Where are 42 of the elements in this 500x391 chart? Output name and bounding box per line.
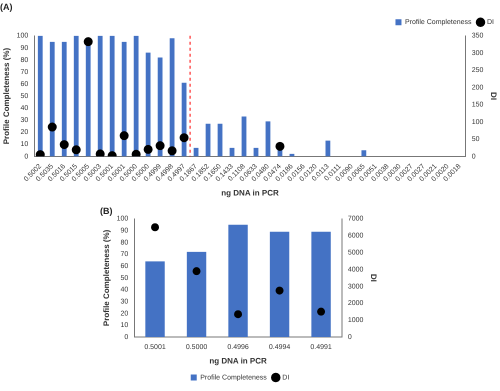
point [156, 141, 165, 150]
point [96, 149, 105, 156]
point [120, 131, 129, 140]
y-axis-title: Profile Completeness (%) [102, 229, 112, 326]
point [180, 133, 189, 142]
y2-axis-title: DI [368, 274, 378, 282]
bar [186, 252, 206, 337]
bar [145, 261, 165, 337]
y2-axis-title: DI [488, 92, 498, 100]
point [151, 223, 160, 232]
chart-title: (B) [100, 206, 112, 216]
point [317, 308, 326, 316]
bar [228, 224, 248, 337]
chart-title: (A) [0, 2, 12, 12]
bar [158, 57, 163, 156]
bar [326, 140, 330, 156]
bar [266, 121, 270, 156]
y-axis-title: Profile Completeness (%) [2, 47, 12, 144]
bar [146, 52, 151, 156]
point [60, 140, 69, 150]
bar [270, 232, 290, 337]
point [168, 146, 177, 156]
bar [170, 38, 174, 156]
bar [230, 148, 234, 156]
point [84, 37, 93, 46]
point [48, 122, 57, 132]
point [72, 145, 81, 154]
bar [194, 148, 198, 156]
point [144, 144, 153, 154]
bar [242, 116, 246, 156]
bar [218, 124, 222, 156]
x-axis-title: ng DNA in PCR [221, 188, 279, 198]
point [192, 267, 201, 276]
bar [254, 148, 258, 156]
bar [311, 232, 331, 337]
point [275, 142, 284, 151]
bar [182, 82, 186, 156]
bar [206, 124, 210, 156]
point [276, 286, 284, 295]
x-axis-title: ng DNA in PCR [209, 356, 268, 366]
point [132, 150, 141, 156]
point [234, 310, 242, 318]
